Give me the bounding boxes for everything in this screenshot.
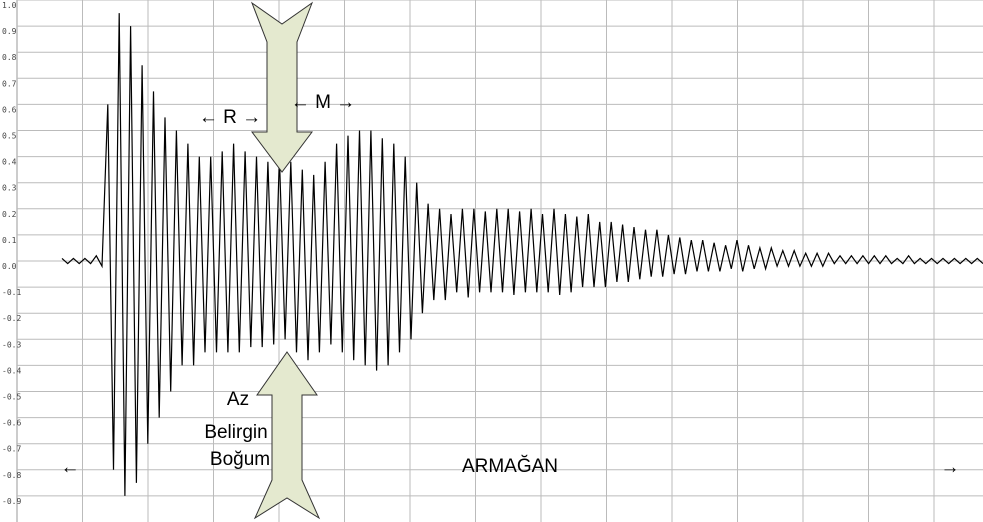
down-arrow <box>250 1 314 173</box>
y-tick-label: -0.1 <box>2 288 21 297</box>
y-tick-label: -0.4 <box>2 366 21 375</box>
waveform-line <box>61 13 983 496</box>
y-tick-label: -0.6 <box>2 419 21 428</box>
y-tick-label: -0.2 <box>2 314 21 323</box>
annotation: ← M → <box>291 92 355 113</box>
y-tick-label: -0.7 <box>2 445 21 454</box>
y-tick-label: -0.5 <box>2 393 21 402</box>
annotations: ← R → ← M → Az Belirgin Boğum ARMAĞAN ← → <box>61 92 960 478</box>
y-tick-label: -0.3 <box>2 340 21 349</box>
y-tick-label: 1.0 <box>2 1 17 10</box>
y-tick-label: 0.4 <box>2 158 17 167</box>
annotation: ← R → <box>199 107 261 128</box>
y-tick-label: 0.9 <box>2 27 17 36</box>
y-tick-label: 0.5 <box>2 132 17 141</box>
y-tick-label: 0.3 <box>2 184 17 193</box>
waveform <box>61 13 983 496</box>
y-tick-label: 0.7 <box>2 79 17 88</box>
annotation: ARMAĞAN <box>462 455 558 477</box>
annotation: → <box>941 457 960 478</box>
y-tick-label: 0.8 <box>2 53 17 62</box>
annotation: Boğum <box>210 449 270 470</box>
y-tick-label: 0.6 <box>2 105 17 114</box>
annotation: Az <box>227 389 249 410</box>
y-tick-label: 0.1 <box>2 236 17 245</box>
y-tick-label: 0.2 <box>2 210 17 219</box>
y-tick-label: 0.0 <box>2 262 17 271</box>
annotation: Belirgin <box>204 422 267 443</box>
y-tick-label: -0.8 <box>2 471 21 480</box>
y-tick-label: -0.9 <box>2 497 21 506</box>
annotation: ← <box>61 457 80 478</box>
up-arrow <box>253 351 321 520</box>
